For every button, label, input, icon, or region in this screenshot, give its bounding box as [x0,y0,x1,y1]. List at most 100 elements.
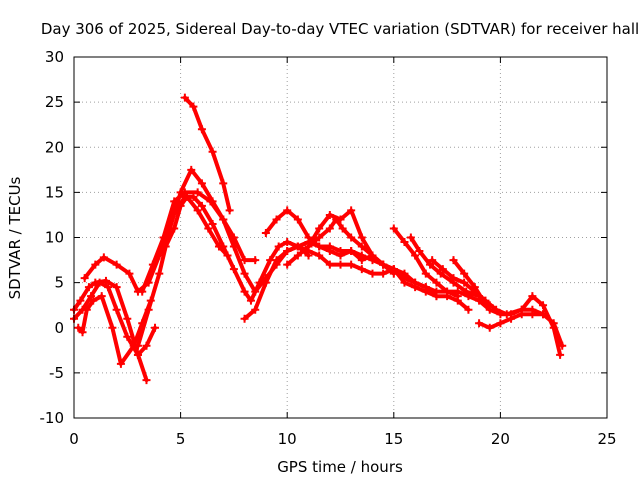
data-point [293,251,302,260]
plot-frame [73,56,608,419]
data-point [148,260,157,269]
data-point [492,305,501,314]
y-tick-label: 30 [45,48,64,66]
data-point [193,188,202,197]
data-point [104,283,113,292]
data-point [411,251,420,260]
data-point [400,269,409,278]
data-point [251,256,260,265]
data-point [274,242,283,251]
data-point [293,215,302,224]
data-point [325,242,334,251]
data-point [539,301,548,310]
gridlines [74,57,607,418]
data-point [108,323,117,332]
data-point [219,215,228,224]
data-point [357,233,366,242]
data-point [443,287,452,296]
data-point [304,242,313,251]
data-point [138,287,147,296]
data-point [325,210,334,219]
data-point [208,147,217,156]
data-point [528,310,537,319]
series-track-l [304,206,388,269]
x-tick-label: 10 [278,430,297,448]
data-point [133,350,142,359]
data-point [161,242,170,251]
y-tick-label: 10 [45,229,64,247]
data-point [460,278,469,287]
data-point [502,310,511,319]
data-point [78,328,87,337]
data-point [204,224,213,233]
data-point [421,269,430,278]
data-point [368,251,377,260]
y-tick-label: -10 [40,409,65,427]
data-point [379,260,388,269]
data-point [421,287,430,296]
data-point [80,274,89,283]
series-line [391,226,545,317]
x-axis-title: GPS time / hours [277,458,403,476]
x-tick-label: 25 [597,430,616,448]
data-point [219,179,228,188]
y-tick-label: 15 [45,183,64,201]
data-point [133,341,142,350]
data-point [189,192,198,201]
data-point [347,206,356,215]
data-point [338,224,347,233]
data-point [304,233,313,242]
data-point [549,319,558,328]
data-point [432,292,441,301]
data-point [357,265,366,274]
data-point [283,206,292,215]
series-line [451,258,486,303]
axis-ticks [73,56,608,419]
data-point [142,341,151,350]
data-point [411,283,420,292]
data-point [76,296,85,305]
y-tick-label: 0 [54,319,64,337]
y-tick-label: 5 [54,274,64,292]
data-point [261,228,270,237]
data-point [415,247,424,256]
y-tick-label: 20 [45,138,64,156]
data-point [389,269,398,278]
data-point [180,93,189,102]
series-line [263,208,471,312]
data-series [70,93,567,385]
data-point [116,359,125,368]
data-point [406,233,415,242]
series-track-o [428,256,565,359]
data-point [240,287,249,296]
data-point [144,305,153,314]
data-point [125,269,134,278]
series-line [72,280,157,357]
data-point [556,350,565,359]
data-point [97,292,106,301]
data-point [229,242,238,251]
data-point [193,206,202,215]
data-point [172,206,181,215]
data-point [293,242,302,251]
data-point [87,292,96,301]
chart-title: Day 306 of 2025, Sidereal Day-to-day VTE… [41,20,639,38]
data-point [112,305,121,314]
data-point [449,256,458,265]
data-point [347,233,356,242]
y-tick-label: 25 [45,93,64,111]
data-point [151,323,160,332]
data-point [315,251,324,260]
data-point [170,224,179,233]
data-point [189,102,198,111]
data-point [206,197,215,206]
data-point [453,287,462,296]
x-tick-label: 15 [384,430,403,448]
data-point [208,219,217,228]
data-point [123,332,132,341]
x-tick-label: 20 [491,430,510,448]
data-point [229,265,238,274]
data-point [379,269,388,278]
data-point [219,242,228,251]
